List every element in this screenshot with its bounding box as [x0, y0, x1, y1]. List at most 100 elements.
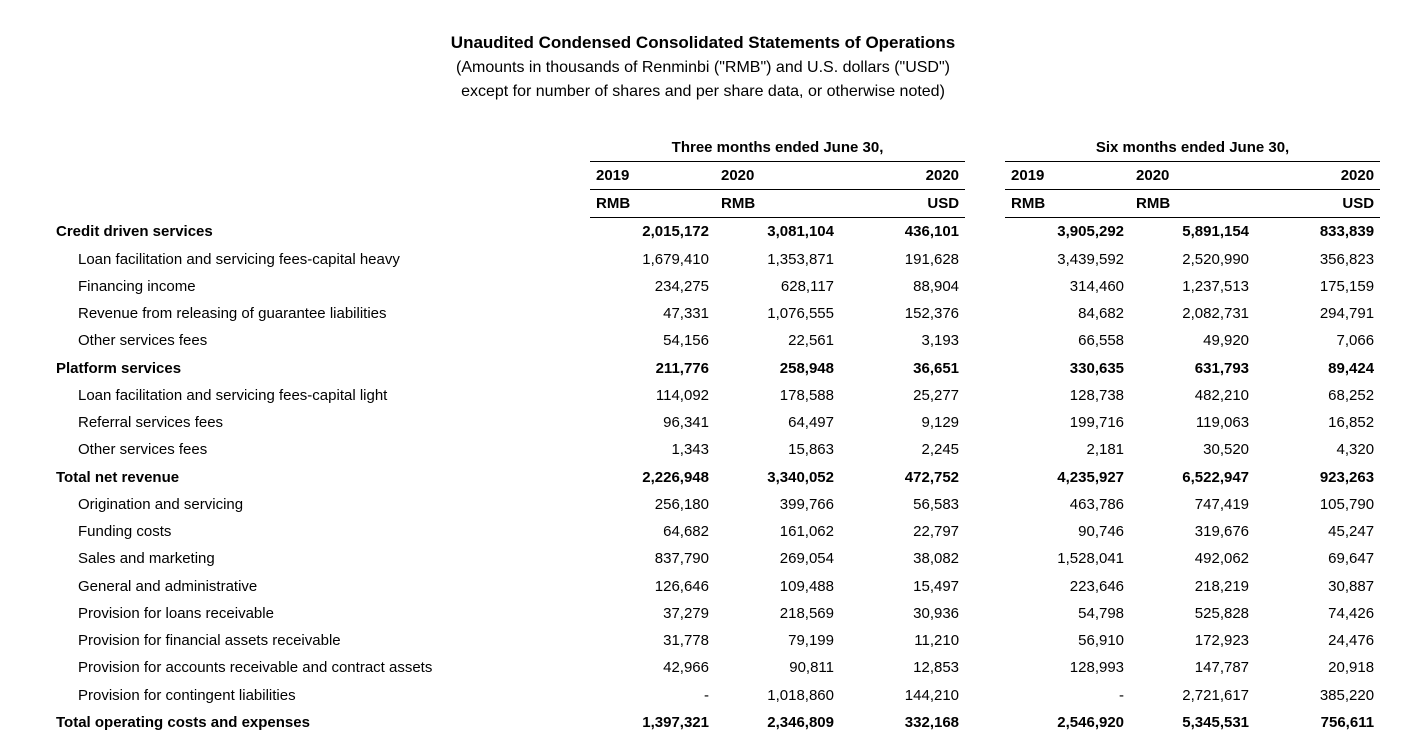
cell-value: 4,320 — [1255, 436, 1380, 463]
cell-value: 218,219 — [1130, 573, 1255, 600]
col-currency: RMB — [715, 190, 840, 218]
cell-value: 525,828 — [1130, 600, 1255, 627]
cell-value: 1,397,321 — [590, 709, 715, 736]
cell-value: 330,635 — [1005, 355, 1130, 382]
cell-value: 385,220 — [1255, 682, 1380, 709]
col-currency: USD — [1255, 190, 1380, 218]
cell-value: 631,793 — [1130, 355, 1255, 382]
table-row: Loan facilitation and servicing fees-cap… — [50, 246, 1380, 273]
table-header: Three months ended June 30, Six months e… — [50, 134, 1380, 218]
cell-value: 147,787 — [1130, 654, 1255, 681]
cell-value: 54,798 — [1005, 600, 1130, 627]
cell-value: 15,863 — [715, 436, 840, 463]
cell-value: 492,062 — [1130, 545, 1255, 572]
table-row: Financing income234,275628,11788,904314,… — [50, 273, 1380, 300]
cell-value: 258,948 — [715, 355, 840, 382]
cell-value: 66,558 — [1005, 327, 1130, 354]
row-label: Loan facilitation and servicing fees-cap… — [50, 382, 590, 409]
financial-statement-page: Unaudited Condensed Consolidated Stateme… — [0, 0, 1406, 756]
cell-value: 319,676 — [1130, 518, 1255, 545]
row-label: Other services fees — [50, 327, 590, 354]
cell-value: 9,129 — [840, 409, 965, 436]
row-label: Provision for accounts receivable and co… — [50, 654, 590, 681]
cell-value: 38,082 — [840, 545, 965, 572]
cell-value: 144,210 — [840, 682, 965, 709]
table-row: Total operating costs and expenses1,397,… — [50, 709, 1380, 736]
table-row: General and administrative126,646109,488… — [50, 573, 1380, 600]
cell-value: 96,341 — [590, 409, 715, 436]
col-year: 2020 — [1255, 161, 1380, 189]
cell-value: 4,235,927 — [1005, 464, 1130, 491]
cell-value: 3,905,292 — [1005, 218, 1130, 246]
cell-value: 399,766 — [715, 491, 840, 518]
cell-value: 20,918 — [1255, 654, 1380, 681]
cell-value: 109,488 — [715, 573, 840, 600]
cell-value: 2,346,809 — [715, 709, 840, 736]
cell-value: 30,520 — [1130, 436, 1255, 463]
row-label: Referral services fees — [50, 409, 590, 436]
table-row: Platform services211,776258,94836,651330… — [50, 355, 1380, 382]
cell-value: 2,721,617 — [1130, 682, 1255, 709]
cell-value: 472,752 — [840, 464, 965, 491]
cell-value: 837,790 — [590, 545, 715, 572]
cell-value: 119,063 — [1130, 409, 1255, 436]
table-row: Total net revenue2,226,9483,340,052472,7… — [50, 464, 1380, 491]
col-year: 2019 — [590, 161, 715, 189]
cell-value: 128,738 — [1005, 382, 1130, 409]
cell-value: 79,199 — [715, 627, 840, 654]
cell-value: 2,082,731 — [1130, 300, 1255, 327]
cell-value: 294,791 — [1255, 300, 1380, 327]
title-sub-line-1: (Amounts in thousands of Renminbi ("RMB"… — [50, 56, 1356, 80]
col-year: 2020 — [840, 161, 965, 189]
row-label: Other services fees — [50, 436, 590, 463]
cell-value: 49,920 — [1130, 327, 1255, 354]
cell-value: 7,066 — [1255, 327, 1380, 354]
col-year: 2020 — [715, 161, 840, 189]
col-currency: RMB — [1005, 190, 1130, 218]
cell-value: 47,331 — [590, 300, 715, 327]
cell-value: 175,159 — [1255, 273, 1380, 300]
period-heading-three-months: Three months ended June 30, — [590, 134, 965, 162]
cell-value: 161,062 — [715, 518, 840, 545]
row-label: Revenue from releasing of guarantee liab… — [50, 300, 590, 327]
cell-value: 16,852 — [1255, 409, 1380, 436]
cell-value: 88,904 — [840, 273, 965, 300]
cell-value: 3,193 — [840, 327, 965, 354]
cell-value: 2,181 — [1005, 436, 1130, 463]
cell-value: 3,439,592 — [1005, 246, 1130, 273]
cell-value: 1,528,041 — [1005, 545, 1130, 572]
cell-value: 37,279 — [590, 600, 715, 627]
table-row: Provision for financial assets receivabl… — [50, 627, 1380, 654]
cell-value: 2,245 — [840, 436, 965, 463]
col-year: 2020 — [1130, 161, 1255, 189]
cell-value: 234,275 — [590, 273, 715, 300]
row-label: Loan facilitation and servicing fees-cap… — [50, 246, 590, 273]
cell-value: - — [1005, 682, 1130, 709]
cell-value: 74,426 — [1255, 600, 1380, 627]
col-currency: RMB — [1130, 190, 1255, 218]
cell-value: 68,252 — [1255, 382, 1380, 409]
table-row: Credit driven services2,015,1723,081,104… — [50, 218, 1380, 246]
cell-value: 172,923 — [1130, 627, 1255, 654]
cell-value: 211,776 — [590, 355, 715, 382]
cell-value: 90,746 — [1005, 518, 1130, 545]
cell-value: 5,891,154 — [1130, 218, 1255, 246]
cell-value: 15,497 — [840, 573, 965, 600]
cell-value: 22,561 — [715, 327, 840, 354]
cell-value: 24,476 — [1255, 627, 1380, 654]
cell-value: 12,853 — [840, 654, 965, 681]
cell-value: 2,015,172 — [590, 218, 715, 246]
cell-value: 332,168 — [840, 709, 965, 736]
row-label: Total net revenue — [50, 464, 590, 491]
cell-value: 3,081,104 — [715, 218, 840, 246]
cell-value: 628,117 — [715, 273, 840, 300]
cell-value: 90,811 — [715, 654, 840, 681]
cell-value: 42,966 — [590, 654, 715, 681]
cell-value: 30,936 — [840, 600, 965, 627]
cell-value: - — [590, 682, 715, 709]
table-row: Referral services fees96,34164,4979,1291… — [50, 409, 1380, 436]
cell-value: 126,646 — [590, 573, 715, 600]
table-row: Provision for loans receivable37,279218,… — [50, 600, 1380, 627]
cell-value: 84,682 — [1005, 300, 1130, 327]
cell-value: 25,277 — [840, 382, 965, 409]
